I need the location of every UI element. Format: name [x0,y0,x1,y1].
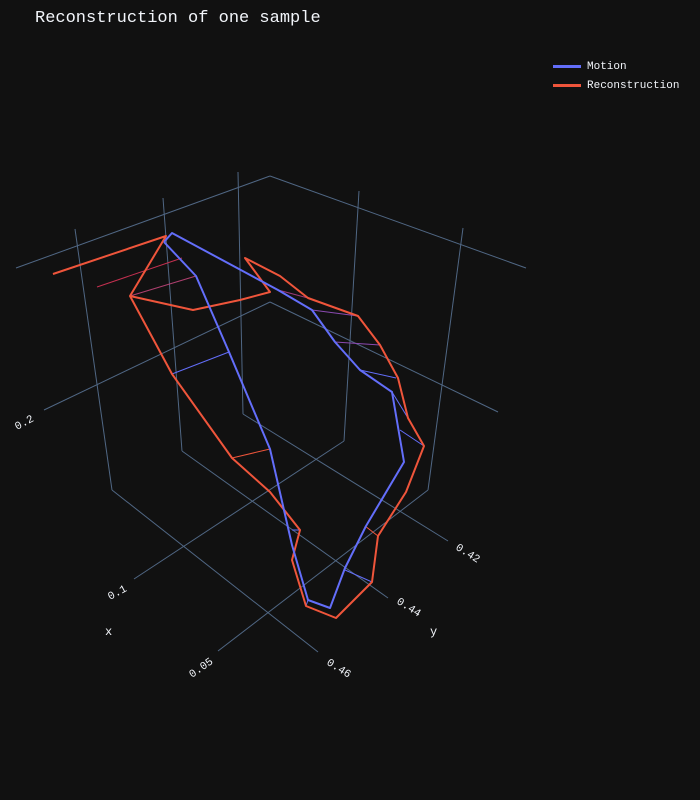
chart-title: Reconstruction of one sample [35,9,321,28]
legend: Motion Reconstruction [553,57,679,95]
connector-line [96,257,183,288]
legend-label-reconstruction: Reconstruction [587,79,680,92]
grid-line [242,413,449,542]
scene-grid [15,171,527,653]
grid-line [427,227,464,491]
y-axis-title: y [430,625,437,639]
connector-line [129,275,197,297]
grid-line [237,171,244,415]
grid-line [43,301,271,411]
x-axis-title: x [105,625,112,639]
connector-line [344,569,373,583]
connector-line [364,525,379,537]
connector-line [311,309,359,317]
grid-line [111,489,319,653]
x-tick-label: 0.05 [187,656,216,681]
connector-line [231,448,271,459]
x-tick-label: 0.2 [13,414,36,434]
legend-swatch-motion [553,65,581,68]
grid-line [217,489,429,652]
y-tick-label: 0.46 [324,657,353,681]
x-tick-label: 0.1 [106,583,129,603]
series-line-motion[interactable] [163,232,405,609]
connector-line [171,351,230,375]
grid-line [343,190,360,442]
grid-line [133,440,345,580]
legend-swatch-reconstruction [553,84,581,87]
connector-lines [52,235,425,607]
y-tick-label: 0.42 [453,542,482,566]
legend-item-motion[interactable]: Motion [553,57,679,76]
connector-line [334,341,381,346]
grid-line [269,301,499,413]
legend-item-reconstruction[interactable]: Reconstruction [553,76,679,95]
series-line-reconstruction[interactable] [52,235,425,619]
connector-line [391,391,409,419]
grid-line [181,450,389,599]
connector-line [399,429,425,447]
connector-line [277,289,309,299]
grid-line [15,175,271,269]
grid-line [269,175,527,269]
connector-line [359,369,397,379]
legend-label-motion: Motion [587,60,627,73]
grid-line [74,228,113,491]
y-tick-label: 0.44 [394,596,423,620]
